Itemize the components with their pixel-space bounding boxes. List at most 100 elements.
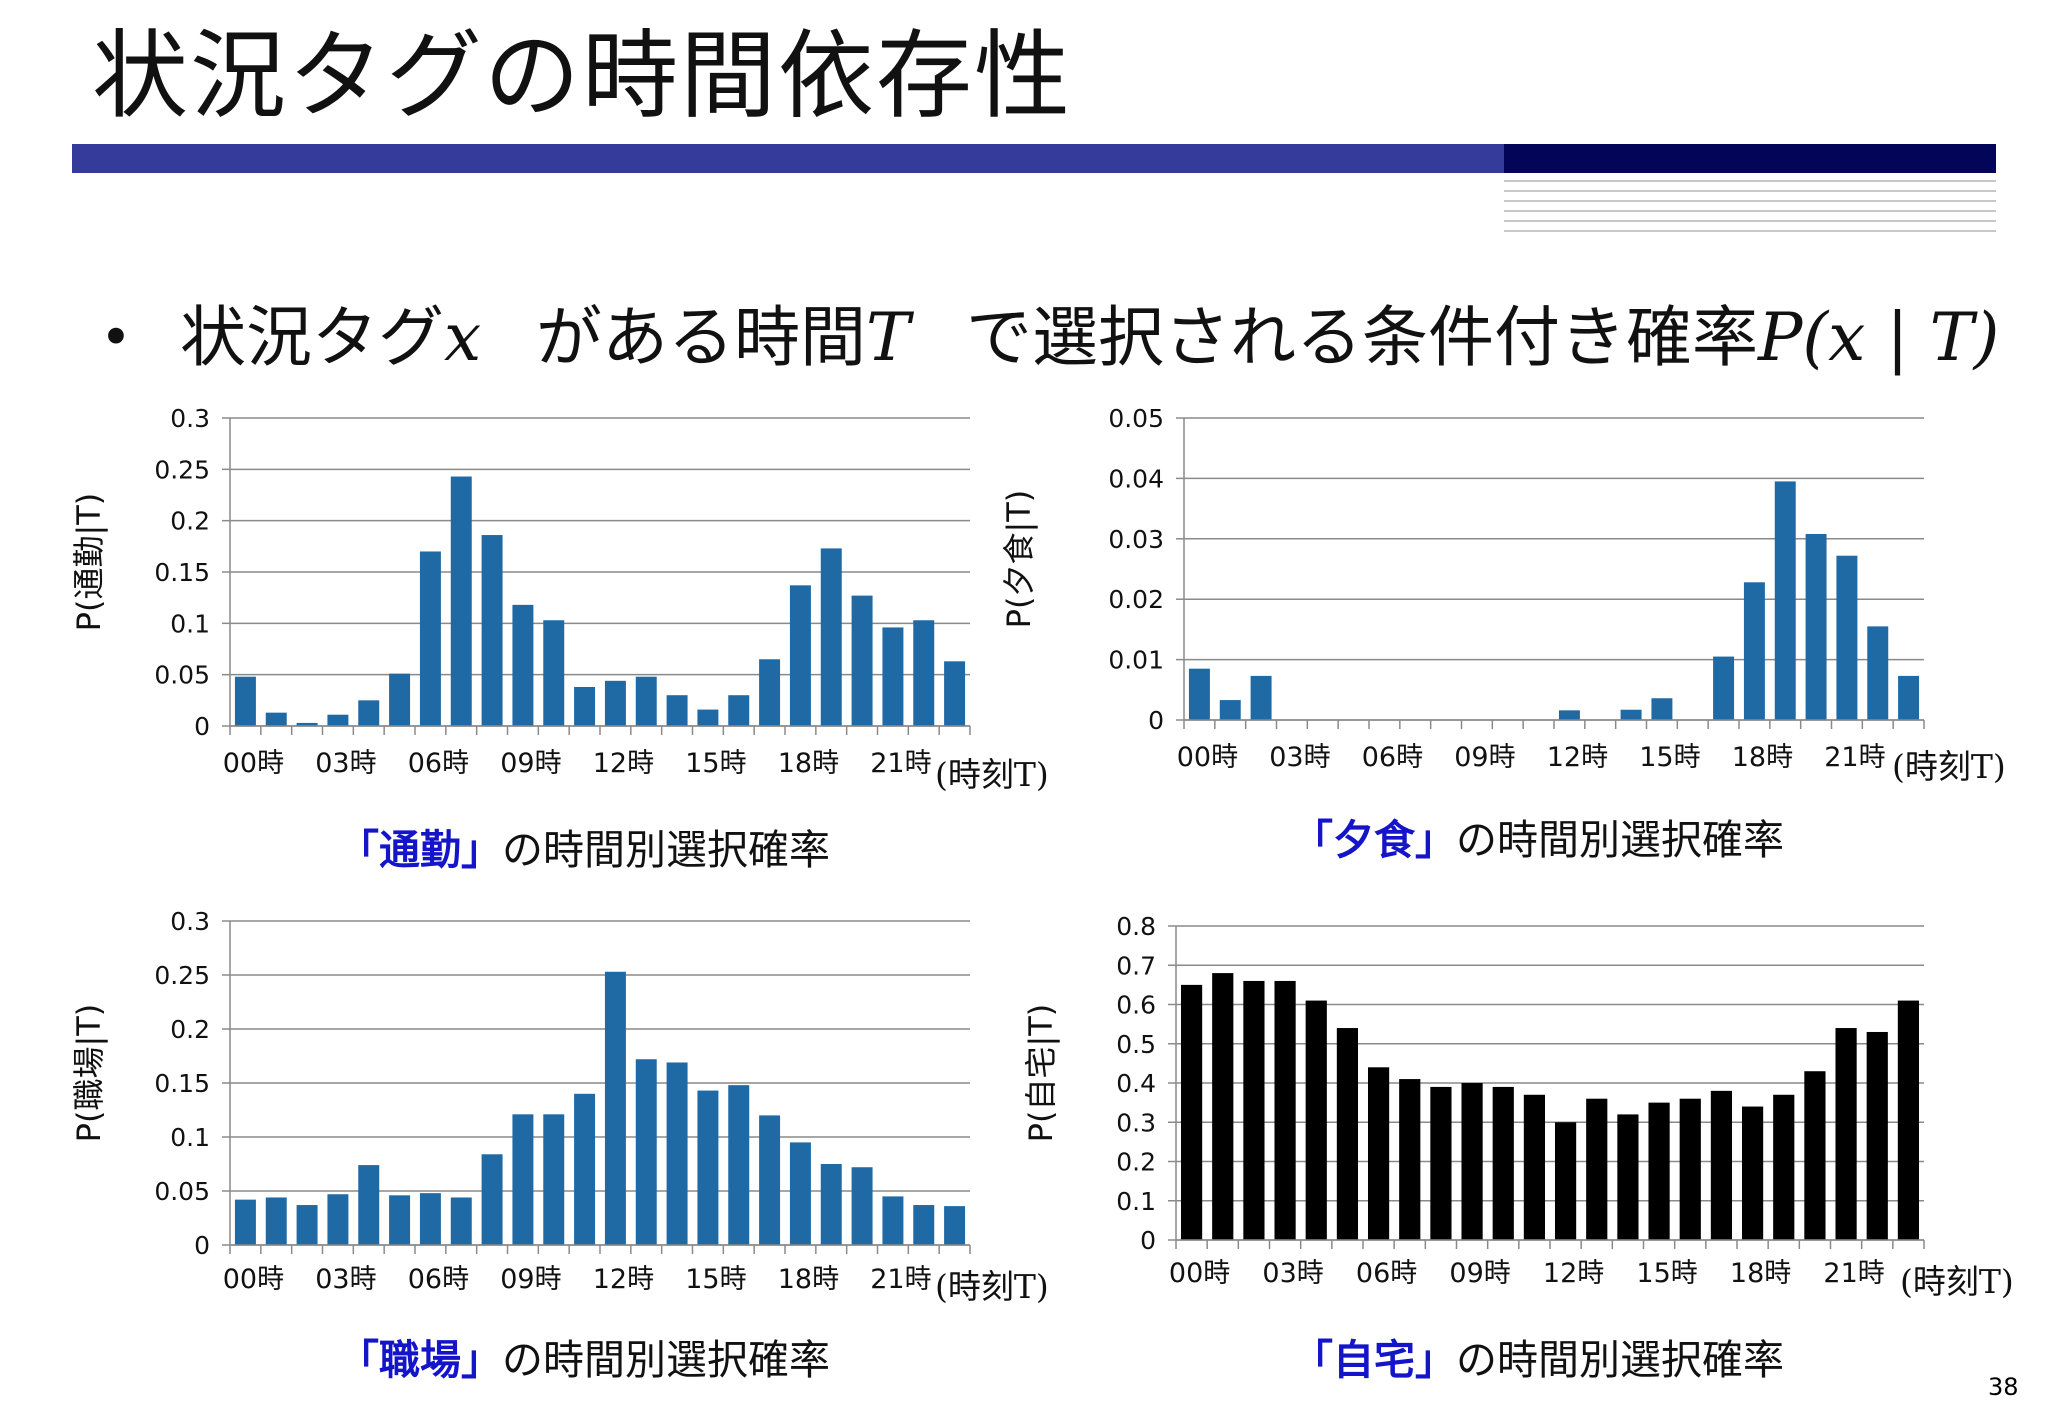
y-tick-label: 0 [194,1231,210,1260]
bar-dinner [1743,582,1765,720]
x-tick-label: 09時 [1449,1258,1510,1289]
y-axis-label: P(自宅|T) [1022,1004,1060,1143]
bar-dinner [1250,675,1272,720]
bar-home [1243,980,1265,1240]
y-tick-label: 0.2 [170,507,210,536]
bar-commute [265,712,287,726]
bar-workplace [543,1114,565,1245]
bar-commute [759,659,781,726]
caption-workplace: 「職場」の時間別選択確率 [338,1336,830,1384]
bar-home [1212,973,1234,1240]
x-tick-label: 06時 [408,1264,469,1295]
bar-workplace [265,1197,287,1245]
y-axis-label: P(夕食|T) [1000,490,1038,629]
bar-home [1773,1094,1795,1240]
decorative-stripe [1504,220,1996,222]
y-tick-label: 0.3 [170,907,210,936]
bar-workplace [697,1090,719,1245]
y-tick-label: 0.3 [170,404,210,433]
bar-workplace [728,1085,750,1245]
title-underline-bar [72,144,1504,173]
bar-home [1835,1028,1857,1240]
x-tick-label: 06時 [1356,1258,1417,1289]
bar-workplace [944,1206,966,1245]
x-tick-label: 21時 [1823,1258,1884,1289]
bar-dinner [1774,481,1796,720]
bullet-part-2: がある時間 [536,299,866,376]
bar-dinner [1805,533,1827,720]
bar-home [1554,1122,1577,1240]
bar-workplace [635,1059,657,1245]
x-tick-label: 09時 [500,748,561,779]
y-tick-label: 0.4 [1116,1069,1156,1098]
y-tick-label: 0.25 [154,961,210,990]
x-tick-label: 00時 [1177,742,1238,773]
bullet-part-3: で選択される条件付き確率 [966,299,1758,376]
page-number: 38 [1988,1373,2019,1401]
chart-home: 0 0.1 0.2 0.3 0.4 0.5 0.6 0.7 0.8 00時 03時 06時 09時 12時… [1022,912,2014,1301]
x-tick-label: 12時 [593,748,654,779]
bar-commute [450,476,472,726]
x-tick-label: 21時 [870,748,931,779]
y-tick-label: 0.1 [170,609,210,638]
bar-workplace [512,1114,534,1245]
bar-commute [635,676,657,726]
decorative-stripe [1504,190,1996,192]
x-tick-label: 18時 [778,1264,839,1295]
y-tick-label: 0.05 [154,661,210,690]
caption-commute: 「通勤」の時間別選択確率 [338,826,830,874]
bar-workplace [296,1205,318,1245]
chart-commute: 0 0.05 0.1 0.15 0.2 0.25 0.3 00時 03時 06時 09時 12時 15時… [70,404,1049,794]
bar-workplace [604,971,626,1245]
y-tick-label: 0.15 [154,558,210,587]
x-tick-label: 12時 [1543,1258,1604,1289]
bar-workplace [820,1164,842,1245]
bar-workplace [327,1194,349,1245]
caption-tag-workplace: 「職場」 [338,1336,502,1384]
x-tick-label: 15時 [685,1264,746,1295]
x-tick-label: 03時 [1269,742,1330,773]
bar-dinner [1898,675,1920,720]
chart-workplace: 0 0.05 0.1 0.15 0.2 0.25 0.3 00時 03時 06時 09時 12時 15時… [70,907,1049,1306]
bar-home [1866,1031,1888,1240]
x-tick-label: 06時 [1362,742,1423,773]
caption-text-commute: の時間別選択確率 [502,826,830,874]
x-tick-label: 18時 [1732,742,1793,773]
x-axis-label: (時刻T) [1900,1262,2014,1301]
y-tick-label: 0 [1140,1226,1156,1255]
x-tick-label: 00時 [223,1264,284,1295]
x-tick-label: 03時 [315,748,376,779]
caption-dinner: 「夕食」の時間別選択確率 [1292,816,1784,864]
bar-commute [327,714,349,726]
decorative-stripe [1504,210,1996,212]
bar-workplace [666,1062,688,1245]
y-axis-label: P(通勤|T) [70,493,108,632]
slide-title: 状況タグの時間依存性 [92,20,1072,132]
y-tick-label: 0.03 [1108,525,1164,554]
decorative-stripe [1504,200,1996,202]
x-axis-label: (時刻T) [1892,747,2006,786]
bullet-text: • 状況タグx がある時間T で選択される条件付き確率P(x | T) [100,298,2030,378]
y-tick-label: 0.2 [170,1015,210,1044]
bar-home [1430,1086,1452,1240]
bar-dinner [1713,656,1735,720]
bar-home [1710,1090,1733,1240]
y-tick-label: 0.05 [154,1177,210,1206]
bar-home [1461,1083,1483,1240]
caption-text-workplace: の時間別選択確率 [502,1336,830,1384]
bar-commute [604,680,626,726]
bar-workplace [851,1167,873,1245]
bar-workplace [419,1193,441,1245]
bar-home [1180,984,1203,1240]
bar-commute [820,548,842,726]
bar-workplace [789,1142,811,1245]
math-formula: P(x | T) [1758,299,2000,376]
x-tick-label: 00時 [223,748,284,779]
decorative-stripe [1504,230,1996,232]
bar-home [1305,1000,1327,1240]
bar-workplace [574,1093,596,1245]
x-tick-label: 12時 [593,1264,654,1295]
caption-home: 「自宅」の時間別選択確率 [1292,1336,1784,1384]
bar-commute [296,722,318,726]
y-tick-label: 0.5 [1116,1030,1156,1059]
